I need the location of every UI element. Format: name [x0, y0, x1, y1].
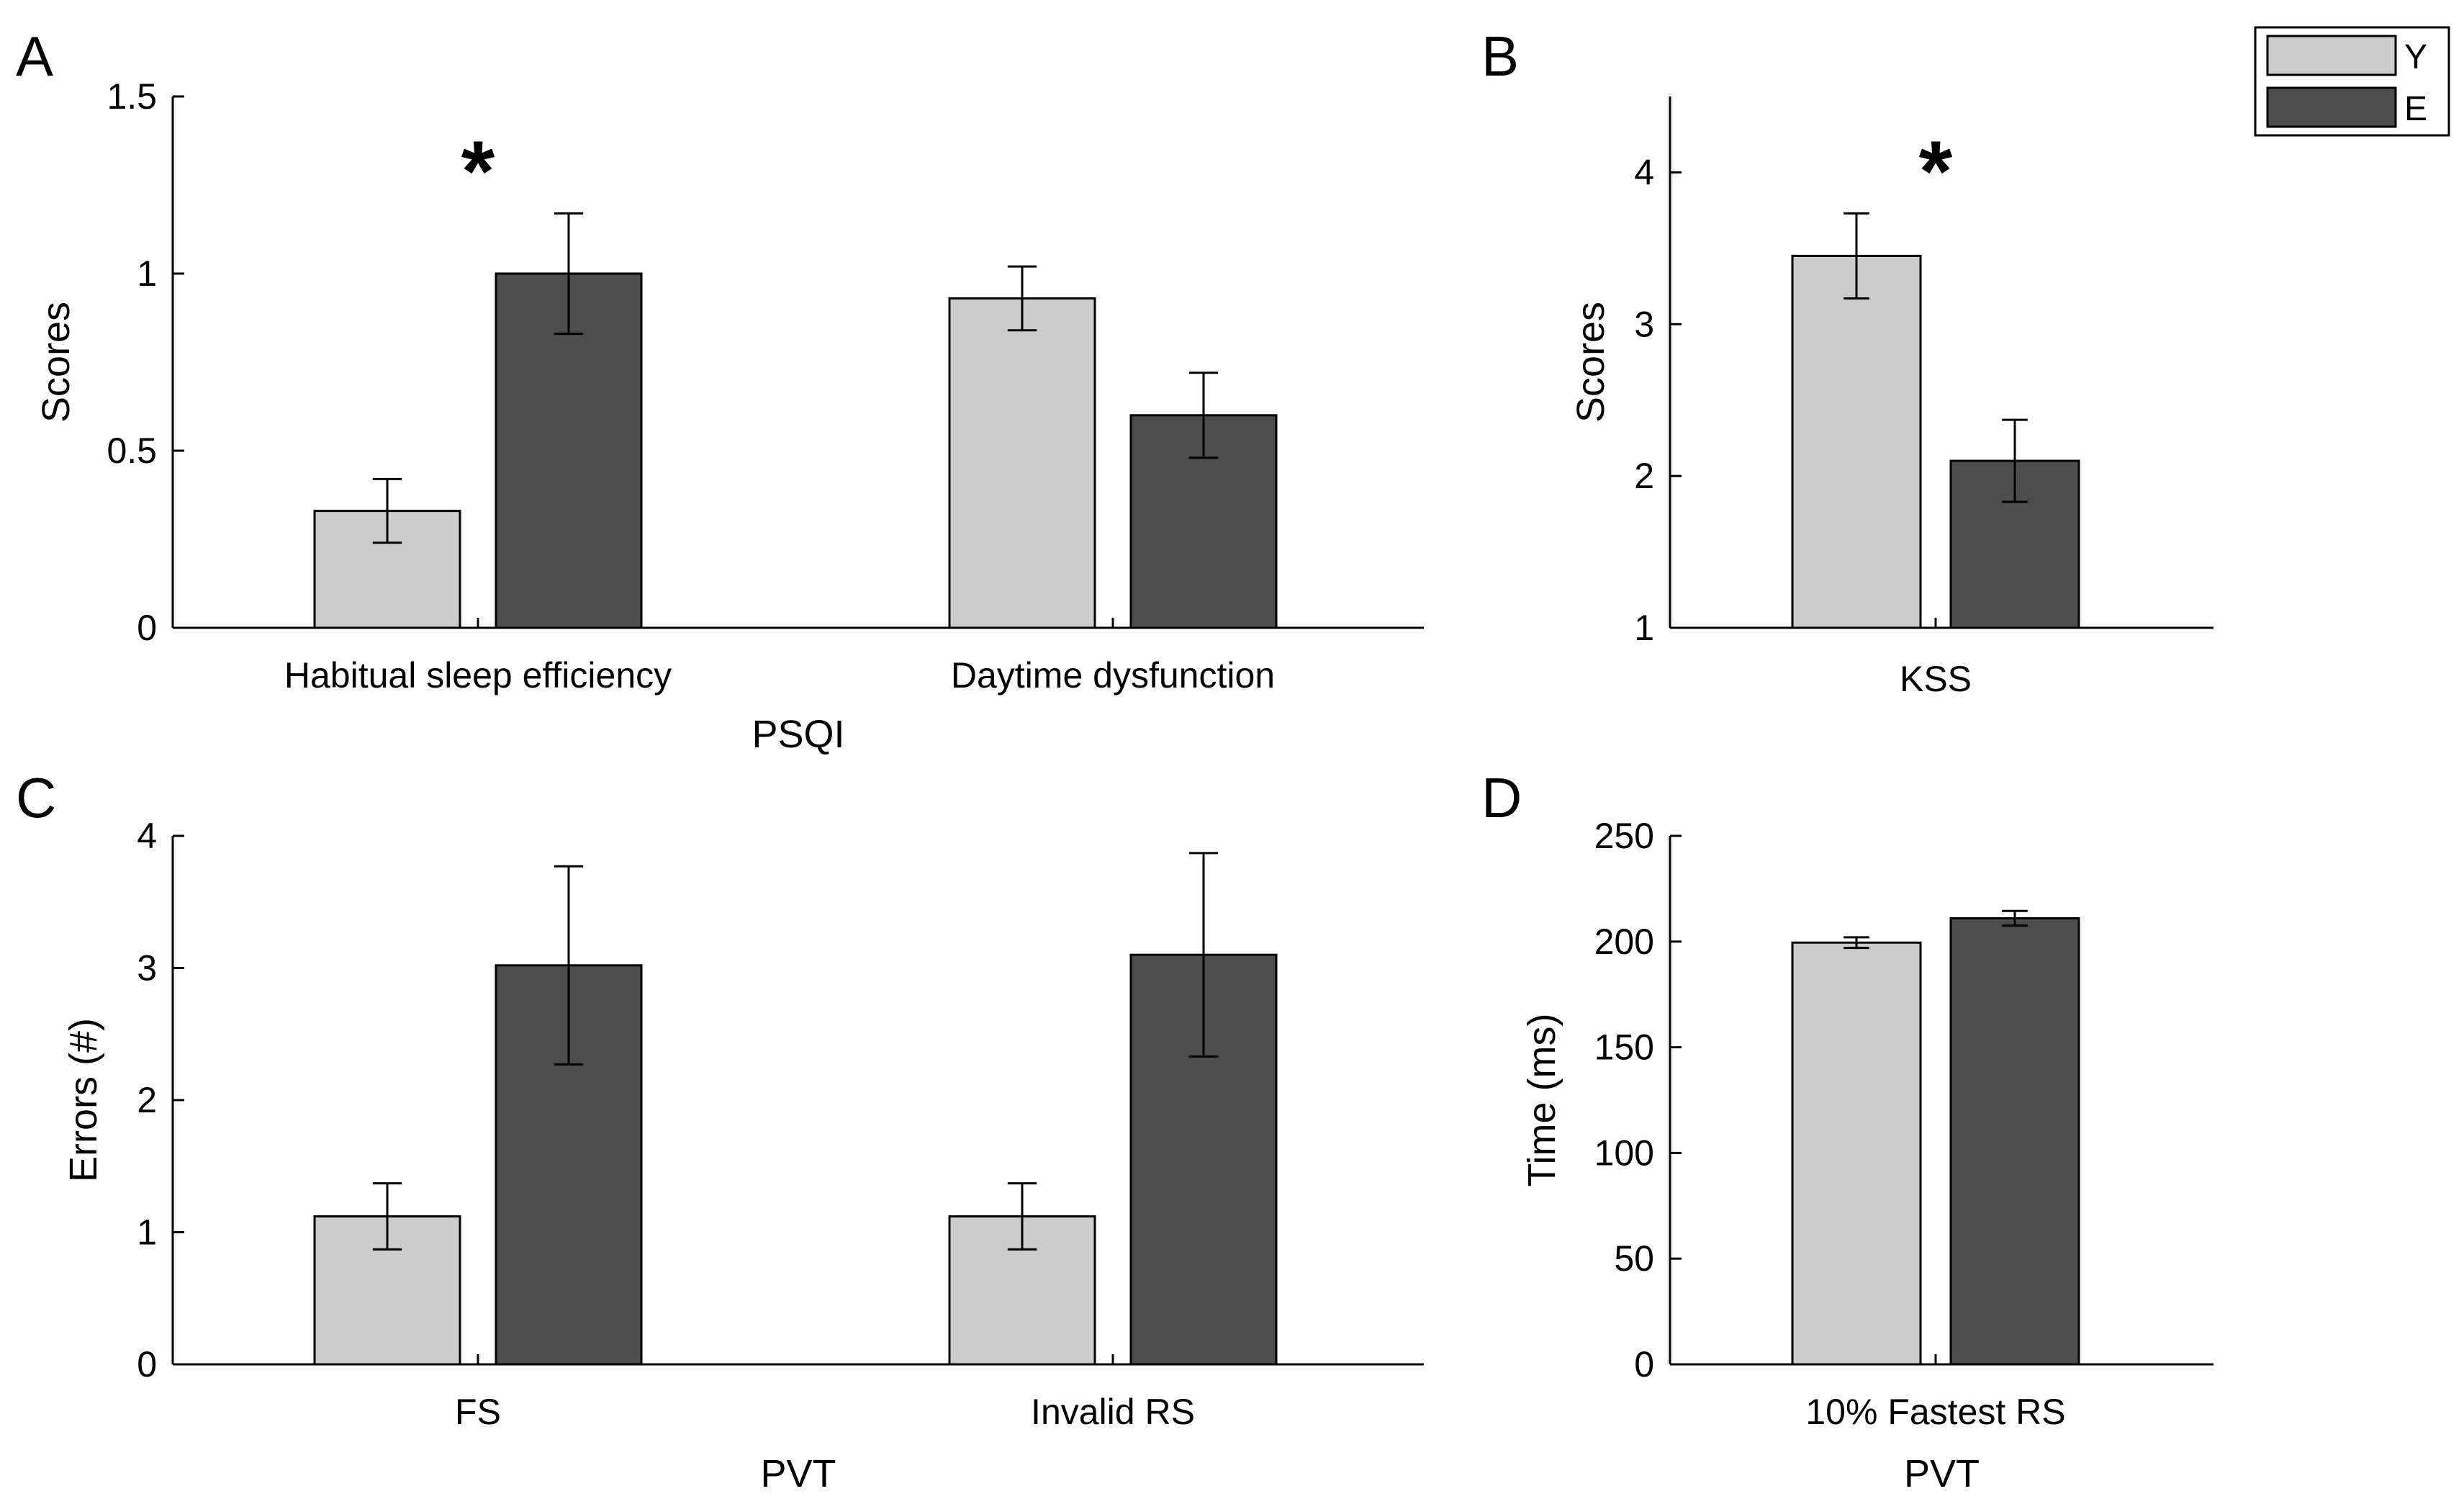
legend-label-e: E: [2404, 90, 2427, 128]
y-axis-label-a: Scores: [35, 302, 78, 423]
legend-swatch-e: [2266, 86, 2397, 128]
bar-d-e-0: [1949, 917, 2080, 1366]
error-bar-c-y-0: [372, 1182, 402, 1251]
bar-d-y-0: [1791, 941, 1922, 1366]
significance-star-b: *: [1919, 123, 1953, 220]
y-tick-label-b-3: 4: [1634, 152, 1654, 192]
y-tick-label-b-1: 2: [1634, 456, 1654, 496]
x-tick-label-c-1: Invalid RS: [1031, 1392, 1195, 1432]
panel-letter-a: A: [16, 24, 53, 88]
y-tick-label-d-5: 250: [1594, 816, 1654, 856]
y-tick-label-c-2: 2: [137, 1080, 157, 1120]
x-axis-label-c: PVT: [760, 1452, 836, 1495]
error-bar-d-e-0: [2002, 909, 2028, 927]
x-tick-label-a-0: Habitual sleep efficiency: [284, 655, 672, 695]
significance-star-a: *: [461, 123, 495, 220]
error-bar-a-y-1: [1007, 265, 1037, 332]
bar-b-y-0: [1791, 254, 1922, 629]
error-bar-b-e-0: [2002, 418, 2028, 503]
y-tick-label-a-3: 1.5: [107, 76, 157, 117]
x-tick-label-c-0: FS: [455, 1392, 501, 1432]
error-bar-c-e-0: [554, 865, 584, 1066]
y-axis-label-b: Scores: [1569, 302, 1612, 423]
y-tick-label-c-1: 1: [137, 1212, 157, 1253]
y-tick-label-c-3: 3: [137, 948, 157, 989]
y-tick-label-a-1: 0.5: [107, 431, 157, 471]
panel-b: B KSS * 1 2 3 4 Scores: [1481, 24, 2213, 699]
y-tick-label-d-4: 200: [1594, 922, 1654, 962]
y-tick-label-d-3: 150: [1594, 1027, 1654, 1068]
x-tick-label-a-1: Daytime dysfunction: [951, 655, 1275, 695]
y-axis-label-d: Time (ms): [1520, 1014, 1563, 1187]
panel-d: D 10% Fastest RS 0 50 100 150 200 250 Time (ms) P…: [1481, 766, 2213, 1495]
error-bar-c-y-1: [1007, 1182, 1037, 1251]
x-axis-label-d: PVT: [1904, 1452, 1980, 1495]
y-tick-label-b-0: 1: [1634, 608, 1654, 648]
error-bar-d-y-0: [1844, 936, 1869, 950]
panel-letter-b: B: [1481, 24, 1519, 88]
error-bar-b-y-0: [1844, 212, 1869, 300]
panel-a: A Habitual sleep efficiency Daytime dysfun…: [16, 24, 1424, 756]
y-tick-label-b-2: 3: [1634, 304, 1654, 344]
panel-letter-c: C: [16, 766, 56, 829]
x-tick-label-d-0: 10% Fastest RS: [1805, 1392, 2065, 1432]
error-bar-c-e-1: [1188, 852, 1219, 1058]
error-bar-a-e-1: [1188, 372, 1219, 459]
y-tick-label-d-1: 50: [1614, 1238, 1654, 1279]
bar-a-y-1: [948, 297, 1096, 629]
y-tick-label-a-0: 0: [137, 608, 157, 648]
y-tick-label-c-0: 0: [137, 1344, 157, 1384]
legend-label-y: Y: [2404, 38, 2427, 76]
y-axis-label-c: Errors (#): [62, 1018, 105, 1182]
y-tick-label-c-4: 4: [137, 816, 157, 856]
panel-letter-d: D: [1481, 766, 1522, 829]
legend: YE: [2254, 26, 2450, 137]
legend-swatch-y: [2266, 35, 2397, 76]
x-axis-label-a: PSQI: [752, 713, 844, 756]
y-tick-label-d-2: 100: [1594, 1132, 1654, 1173]
y-tick-label-d-0: 0: [1634, 1344, 1654, 1384]
error-bar-a-y-0: [372, 477, 402, 544]
x-tick-label-b-0: KSS: [1900, 659, 1972, 699]
error-bar-a-e-0: [554, 212, 584, 336]
y-tick-label-a-2: 1: [137, 253, 157, 294]
panel-c: C FS Invalid RS 0 1 2 3 4 Errors (#) PVT: [16, 766, 1424, 1495]
